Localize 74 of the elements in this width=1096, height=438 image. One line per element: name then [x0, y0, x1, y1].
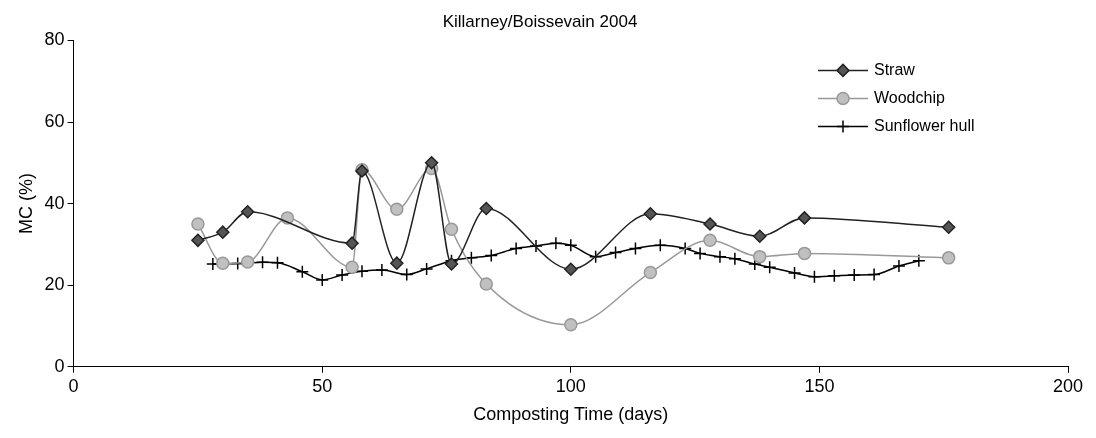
point: [588, 249, 603, 264]
point: [807, 269, 822, 284]
point: [752, 249, 767, 264]
point: [653, 238, 668, 252]
point: [191, 233, 205, 248]
point: [827, 269, 842, 283]
point: [529, 239, 543, 253]
point: [643, 265, 658, 280]
legend-label: Woodchip: [874, 88, 945, 106]
chart-title: Killarney/Boissevain 2004: [442, 11, 638, 31]
point: [703, 217, 717, 231]
point: [335, 268, 349, 282]
point: [762, 260, 777, 274]
point: [479, 201, 494, 216]
x-tick-label: 200: [1052, 375, 1084, 396]
point: [345, 260, 359, 274]
legend-label: Sunflower hull: [874, 116, 975, 134]
point: [564, 238, 578, 252]
point: [797, 211, 812, 225]
x-axis-title: Composting Time (days): [473, 404, 669, 425]
point: [240, 205, 255, 219]
point: [399, 267, 414, 282]
point: [728, 251, 742, 266]
point: [797, 246, 812, 261]
point: [375, 263, 389, 277]
point: [643, 207, 658, 221]
point: [549, 236, 563, 250]
point: [419, 262, 434, 276]
point: [484, 248, 499, 263]
point: [216, 256, 230, 270]
point: [703, 233, 717, 248]
point: [693, 246, 707, 261]
point: [847, 268, 861, 282]
point: [444, 222, 459, 237]
point: [345, 236, 359, 250]
x-tick-label: 100: [555, 375, 586, 396]
point: [315, 273, 329, 287]
point: [509, 241, 523, 256]
point: [255, 255, 270, 270]
point: [216, 225, 230, 239]
point: [295, 264, 310, 279]
y-axis-title: MC (%): [15, 173, 36, 235]
y-tick-label: 0: [54, 355, 65, 376]
point: [912, 253, 926, 268]
point: [892, 259, 906, 273]
y-tick-label: 80: [44, 29, 65, 50]
point: [191, 217, 205, 231]
point: [424, 156, 439, 170]
point: [479, 277, 494, 291]
x-tick-label: 150: [804, 375, 835, 396]
point: [787, 266, 802, 280]
point: [464, 251, 479, 265]
point: [564, 262, 578, 277]
point: [867, 267, 881, 282]
y-tick-label: 20: [44, 274, 65, 295]
y-tick-label: 60: [44, 110, 65, 131]
point: [270, 256, 285, 270]
point: [713, 249, 727, 264]
x-tick-label: 50: [312, 375, 333, 396]
point: [390, 256, 404, 270]
point: [444, 257, 459, 271]
point: [355, 264, 369, 279]
legend-label: Straw: [874, 60, 916, 78]
point: [390, 202, 404, 217]
point: [752, 229, 767, 243]
point: [240, 255, 255, 269]
point: [941, 251, 956, 265]
point: [678, 241, 692, 256]
point: [564, 318, 578, 332]
x-tick-label: 0: [68, 375, 79, 396]
point: [941, 220, 956, 235]
point: [608, 245, 623, 260]
point: [628, 241, 643, 256]
y-tick-label: 40: [44, 192, 65, 213]
